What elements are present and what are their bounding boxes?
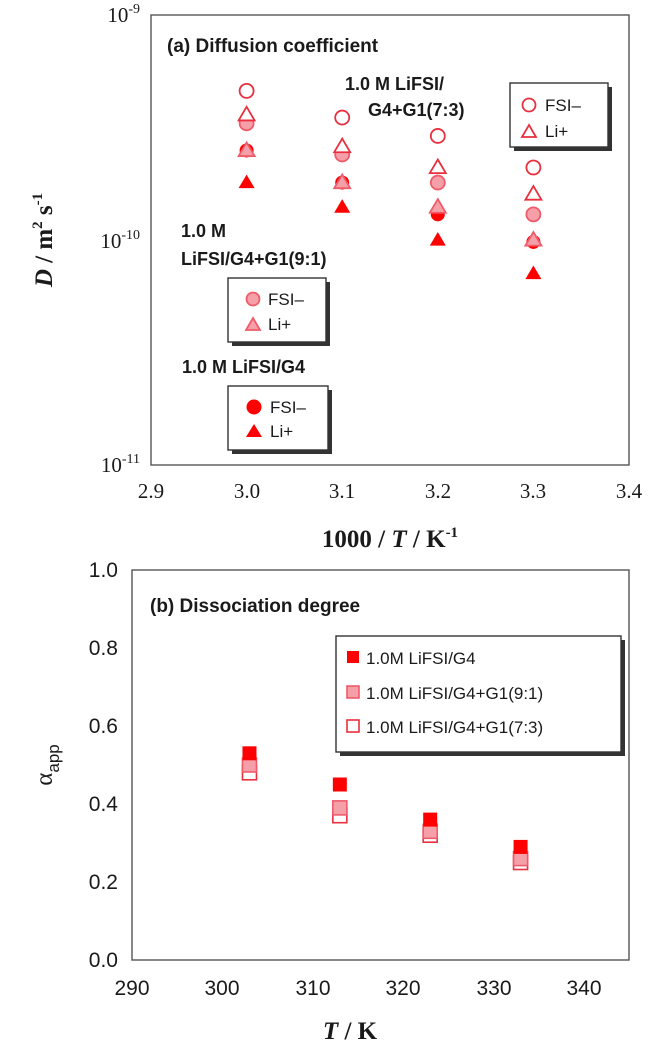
data-point-square [332, 777, 347, 792]
panel-b-ytick-label: 0.4 [89, 793, 119, 816]
panel-a-plot-frame [150, 14, 630, 466]
annotation-g91-line1: 1.0 M [181, 221, 226, 241]
panel-b-title: (b) Dissociation degree [150, 596, 360, 617]
annotation-g91-line2: LiFSI/G4+G1(9:1) [181, 249, 327, 269]
data-point-triangle [332, 172, 352, 190]
data-point-triangle [428, 197, 448, 214]
panel-b-plot-frame [131, 569, 630, 961]
panel-b-y-ticks: 1.0 0.8 0.6 0.4 0.2 0.0 [89, 559, 119, 972]
annotation-g73-line2: G4+G1(7:3) [368, 100, 465, 120]
legend-marker-light-square [346, 685, 360, 699]
panel-b-xtick-label: 320 [385, 977, 420, 1000]
panel-b-ytick-label: 0.2 [89, 871, 118, 894]
legend-marker-solid-circle [246, 399, 262, 415]
legend-marker-open-triangle [520, 123, 538, 138]
legend-label: FSI– [268, 290, 304, 309]
data-point-square [242, 746, 257, 761]
panel-b-ytick-label: 0.8 [89, 637, 118, 660]
data-point-triangle [237, 105, 257, 122]
panel-b-x-ticks: 290 300 310 320 330 340 [114, 977, 601, 1000]
panel-a: (a) Diffusion coefficient 10-9 10-10 10-… [30, 2, 643, 553]
panel-a-title: (a) Diffusion coefficient [167, 36, 379, 57]
panel-b-xtick-label: 330 [476, 977, 511, 1000]
panel-a-ytick-label: 10-10 [100, 228, 140, 253]
panel-b-xtick-label: 310 [295, 977, 330, 1000]
data-point-triangle [332, 136, 352, 154]
legend-label: Li+ [545, 122, 568, 141]
legend-label: 1.0M LiFSI/G4+G1(7:3) [366, 718, 543, 737]
legend-marker-solid-square [347, 651, 359, 663]
legend-marker-open-square [346, 719, 360, 733]
data-point-circle [429, 128, 446, 144]
panel-b: (b) Dissociation degree 1.0 0.8 0.6 0.4 … [31, 559, 630, 1045]
data-point-square [423, 812, 438, 827]
data-point-triangle [523, 230, 543, 247]
panel-a-xtick-label: 3.4 [616, 479, 643, 503]
legend-label: 1.0M LiFSI/G4 [366, 649, 476, 668]
panel-a-ytick-label: 10-9 [107, 2, 140, 27]
legend-g91: FSI– Li+ [227, 277, 330, 346]
panel-b-xtick-label: 290 [114, 977, 149, 1000]
annotation-g4-line1: 1.0 M LiFSI/G4 [182, 357, 305, 377]
legend-g73: FSI– Li+ [509, 82, 612, 151]
panel-a-x-ticks: 2.9 3.0 3.1 3.2 3.3 3.4 [138, 479, 643, 503]
legend-marker-solid-triangle [246, 424, 262, 437]
panel-a-x-axis-title: 1000 / T / K-1 [322, 525, 458, 553]
legend-marker-light-triangle [244, 316, 262, 331]
panel-b-xtick-label: 300 [204, 977, 239, 1000]
panel-a-y-ticks: 10-9 10-10 10-11 [100, 2, 140, 477]
data-point-circle [429, 174, 446, 191]
legend-label: FSI– [545, 96, 581, 115]
panel-a-xtick-label: 3.3 [520, 479, 546, 503]
legend-g4: FSI– Li+ [227, 385, 332, 454]
panel-b-x-axis-title: T / K [323, 1018, 378, 1045]
legend-marker-open-circle [521, 97, 537, 113]
panel-b-legend: 1.0M LiFSI/G4 1.0M LiFSI/G4+G1(9:1) 1.0M… [335, 635, 625, 756]
data-point-triangle [525, 265, 542, 280]
data-point-triangle [428, 157, 448, 175]
panel-a-ytick-label: 10-11 [101, 452, 140, 477]
data-point-circle [238, 82, 255, 99]
data-point-circle [334, 109, 351, 126]
annotation-g73-line1: 1.0 M LiFSI/ [345, 74, 444, 94]
panel-b-data-points [241, 746, 529, 871]
panel-b-ytick-label: 1.0 [89, 559, 118, 582]
data-point-triangle [334, 199, 351, 213]
panel-a-xtick-label: 2.9 [138, 479, 164, 503]
panel-b-ytick-label: 0.0 [89, 949, 118, 972]
data-point-circle [525, 159, 542, 176]
panel-a-xtick-label: 3.0 [234, 479, 260, 503]
data-point-triangle [237, 140, 257, 157]
panel-a-xtick-label: 3.2 [425, 479, 451, 503]
legend-marker-light-circle [245, 291, 261, 307]
data-point-square [332, 800, 348, 816]
data-point-circle [525, 206, 542, 223]
panel-a-y-axis-title: D / m2 s-1 [30, 193, 58, 288]
panel-a-xtick-label: 3.1 [329, 479, 355, 503]
panel-b-ytick-label: 0.6 [89, 715, 118, 738]
panel-b-y-axis-title: αapp [31, 744, 63, 785]
data-point-triangle [429, 232, 446, 246]
legend-label: FSI– [270, 398, 306, 417]
data-point-triangle [238, 174, 255, 189]
data-point-square [513, 839, 528, 854]
legend-label: Li+ [268, 315, 291, 334]
legend-label: Li+ [270, 422, 293, 441]
legend-label: 1.0M LiFSI/G4+G1(9:1) [366, 684, 543, 703]
panel-b-xtick-label: 340 [566, 977, 601, 1000]
data-point-triangle [523, 184, 543, 201]
panel-a-data-points [237, 82, 543, 280]
